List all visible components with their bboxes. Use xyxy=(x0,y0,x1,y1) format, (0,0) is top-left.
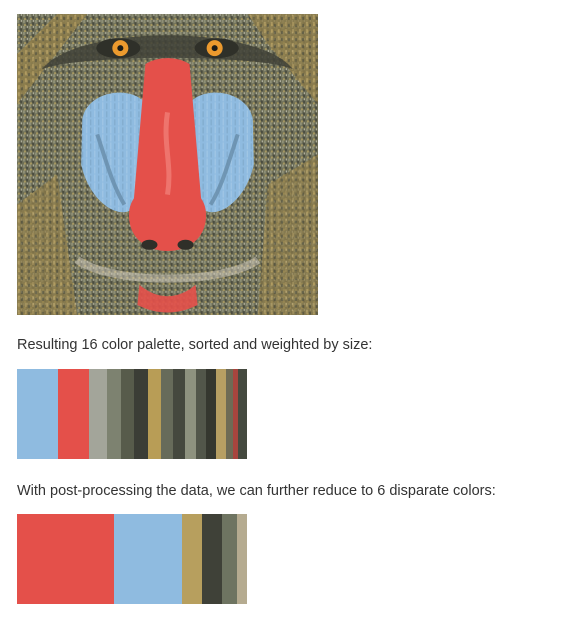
palette-16-swatch-11 xyxy=(196,369,206,459)
palette-16-swatch-14 xyxy=(226,369,233,459)
palette-16-swatch-1 xyxy=(17,369,58,459)
palette-6-swatch-2 xyxy=(114,514,182,604)
palette-6-swatch-4 xyxy=(202,514,222,604)
palette-16-swatch-15 xyxy=(233,369,238,459)
palette-6-bar xyxy=(17,514,247,604)
palette-16-swatch-12 xyxy=(206,369,216,459)
palette-16-swatch-13 xyxy=(216,369,226,459)
palette-16-swatch-5 xyxy=(121,369,134,459)
palette-6-swatch-3 xyxy=(182,514,202,604)
palette-6-swatch-5 xyxy=(222,514,237,604)
palette-16-swatch-9 xyxy=(173,369,185,459)
palette-16-swatch-10 xyxy=(185,369,196,459)
quantized-mandrill-image xyxy=(17,14,318,315)
palette-16-swatch-4 xyxy=(107,369,121,459)
palette-16-swatch-6 xyxy=(134,369,148,459)
palette-16-swatch-8 xyxy=(161,369,173,459)
palette-16-caption: Resulting 16 color palette, sorted and w… xyxy=(17,337,373,353)
palette-16-swatch-2 xyxy=(58,369,89,459)
palette-16-swatch-7 xyxy=(148,369,161,459)
palette-16-bar xyxy=(17,369,247,459)
palette-16-swatch-16 xyxy=(238,369,247,459)
palette-16-swatch-3 xyxy=(89,369,107,459)
palette-6-swatch-1 xyxy=(17,514,114,604)
palette-6-swatch-6 xyxy=(237,514,247,604)
palette-6-caption: With post-processing the data, we can fu… xyxy=(17,483,496,499)
